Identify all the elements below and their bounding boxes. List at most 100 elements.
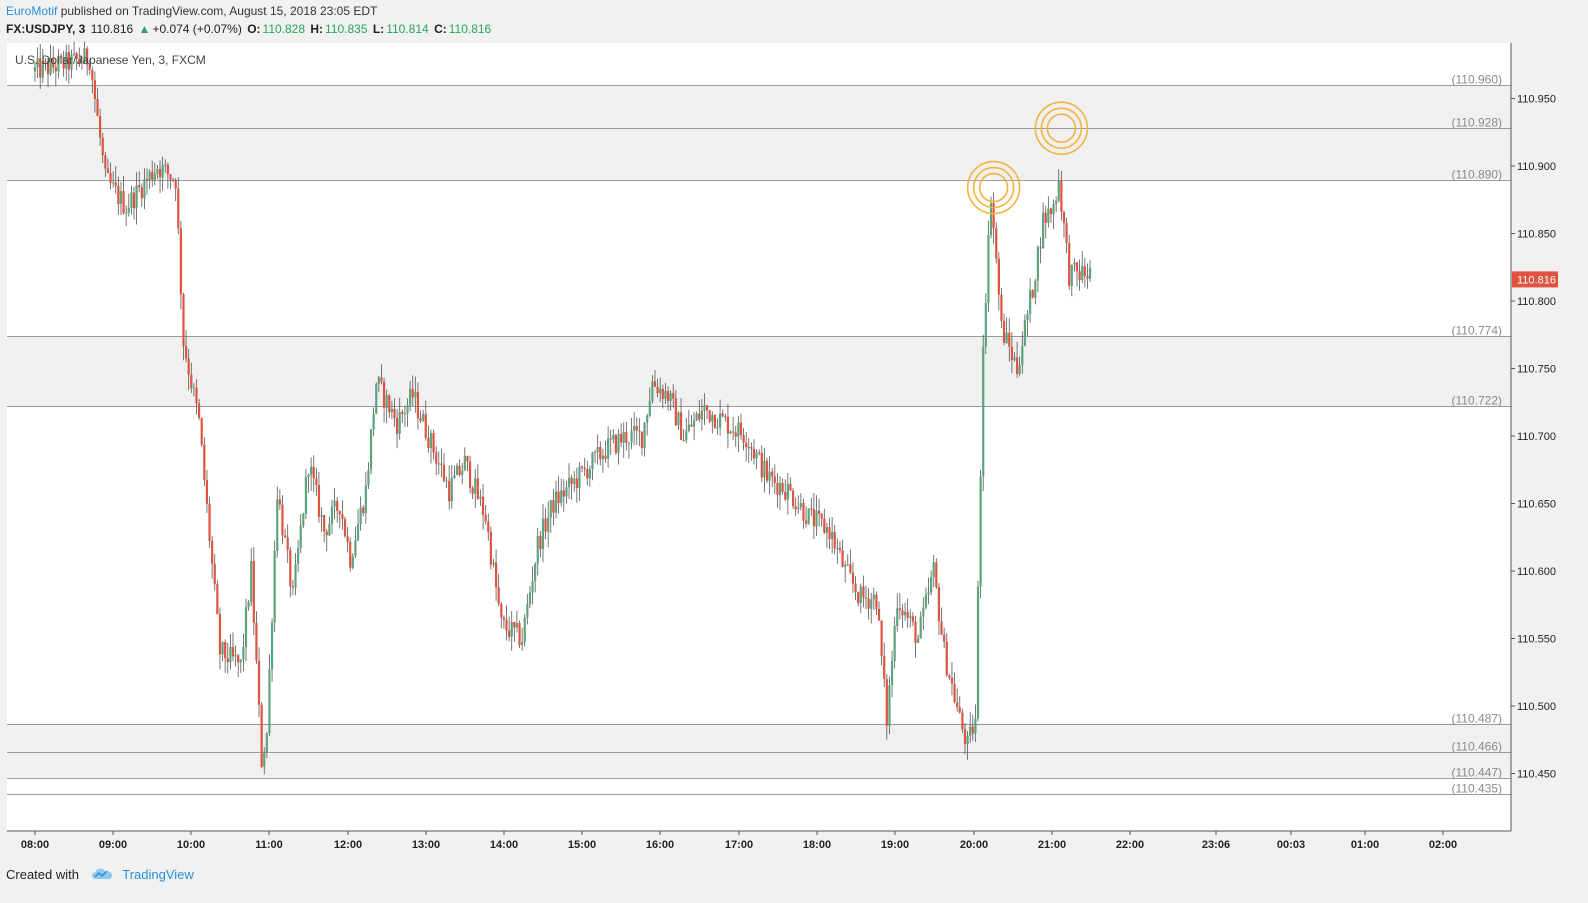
candle-body xyxy=(719,413,722,428)
candle-body xyxy=(216,584,219,614)
candle-body xyxy=(669,392,672,402)
candle-body xyxy=(836,547,839,549)
candle-body xyxy=(666,390,670,402)
candle-body xyxy=(818,510,821,514)
candle-body xyxy=(310,466,313,476)
candle-body xyxy=(607,438,610,459)
level-label: (110.722) xyxy=(1452,394,1502,408)
candle-body xyxy=(846,564,849,566)
candle-body xyxy=(46,61,50,75)
candle-body xyxy=(599,446,602,460)
candle-body xyxy=(864,597,868,599)
candle-body xyxy=(429,433,433,448)
candle-body xyxy=(838,547,842,551)
candle-body xyxy=(1031,290,1034,298)
candle-body xyxy=(906,611,909,618)
candle-body xyxy=(440,463,443,465)
candle-body xyxy=(502,617,505,620)
candle-body xyxy=(578,466,581,489)
candle-body xyxy=(703,405,706,411)
candle-body xyxy=(346,536,349,542)
current-price-tag: 110.816 xyxy=(1512,271,1558,288)
candle-body xyxy=(317,485,321,517)
x-tick-label: 09:00 xyxy=(99,839,127,851)
candle-body xyxy=(174,180,177,189)
candle-body xyxy=(114,182,117,186)
candle-body xyxy=(484,514,487,522)
candle-body xyxy=(427,437,430,448)
candle-body xyxy=(971,726,974,734)
candle-body xyxy=(250,561,253,602)
candle-body xyxy=(1039,247,1042,249)
candle-body xyxy=(627,442,631,444)
candle-body xyxy=(713,414,717,428)
author-link[interactable]: EuroMotif xyxy=(6,4,58,18)
candle-body xyxy=(690,424,693,427)
candle-body xyxy=(810,508,813,510)
candle-body xyxy=(1029,290,1032,314)
y-tick-label: 110.700 xyxy=(1517,431,1556,443)
highlight-circle xyxy=(972,166,1015,209)
candle-body xyxy=(481,496,485,515)
candle-body xyxy=(362,507,365,514)
candle-body xyxy=(969,726,972,736)
published-text: published on TradingView.com, August 15,… xyxy=(60,4,378,18)
candle-body xyxy=(755,452,758,459)
candle-body xyxy=(1021,345,1024,366)
candle-body xyxy=(208,503,211,541)
circles-layer xyxy=(966,101,1089,215)
candle-body xyxy=(724,416,727,418)
candle-body xyxy=(992,203,995,229)
candle-body xyxy=(640,431,644,448)
candle-body xyxy=(145,179,149,181)
candle-body xyxy=(989,203,993,235)
candle-body xyxy=(41,61,44,78)
candle-body xyxy=(901,610,904,616)
candle-body xyxy=(1008,332,1011,347)
candle-body xyxy=(471,488,474,494)
change-value: +0.074 (+0.07%) xyxy=(152,22,242,36)
candle-body xyxy=(302,513,305,526)
candle-body xyxy=(854,583,857,593)
candle-body xyxy=(909,616,912,618)
candle-body xyxy=(265,733,268,753)
low-label: L: xyxy=(372,22,385,36)
candle-body xyxy=(734,432,737,437)
candle-body xyxy=(325,531,328,536)
candle-body xyxy=(549,499,552,518)
candle-body xyxy=(328,523,331,536)
candle-body xyxy=(505,619,508,631)
candlestick-chart[interactable]: (110.960) (110.928) (110.890) (110.774) (110… xyxy=(0,0,1588,862)
footer: Created with TradingView xyxy=(6,867,194,884)
candle-body xyxy=(635,425,638,431)
candle-body xyxy=(833,532,836,549)
candle-body xyxy=(961,712,964,730)
candle-body xyxy=(1086,275,1089,279)
chart-title: U.S. Dollar/Japanese Yen, 3, FXCM xyxy=(15,53,206,67)
candle-body xyxy=(539,536,542,550)
candle-body xyxy=(1034,280,1037,298)
candle-body xyxy=(218,613,222,655)
candle-body xyxy=(976,586,980,719)
candle-body xyxy=(166,164,169,175)
candle-body xyxy=(752,448,756,459)
candle-body xyxy=(190,374,193,388)
candle-body xyxy=(982,346,985,477)
candle-body xyxy=(1057,180,1060,201)
x-axis-ticks: 08:00 09:00 10:00 11:00 12:00 13:00 14:00 15:00… xyxy=(21,831,1457,851)
candle-body xyxy=(609,438,612,440)
candle-body xyxy=(995,228,998,259)
candle-body xyxy=(487,521,490,532)
candle-body xyxy=(1078,271,1081,281)
candle-body xyxy=(763,460,766,478)
candle-body xyxy=(169,174,172,180)
candle-body xyxy=(161,164,164,178)
y-tick-label: 110.750 xyxy=(1517,364,1556,376)
candle-body xyxy=(924,594,928,608)
candle-body xyxy=(281,504,284,536)
x-tick-label: 20:00 xyxy=(960,839,988,851)
x-tick-label: 12:00 xyxy=(334,839,362,851)
candle-body xyxy=(1052,204,1055,215)
candle-body xyxy=(450,478,453,502)
tradingview-link[interactable]: TradingView xyxy=(122,867,194,882)
